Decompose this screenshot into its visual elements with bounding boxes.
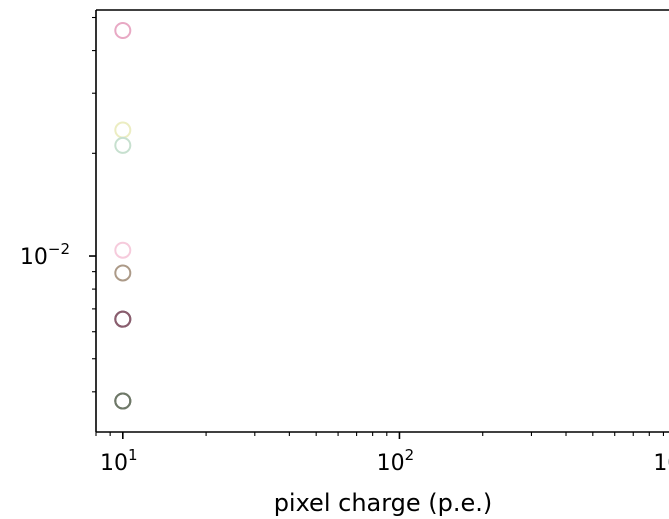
y-axis-ticks: 10−2 bbox=[20, 16, 96, 393]
x-tick-label: 101 bbox=[100, 446, 138, 476]
x-axis-label: pixel charge (p.e.) bbox=[274, 489, 493, 517]
data-point bbox=[114, 392, 132, 410]
data-point bbox=[114, 241, 132, 259]
data-point bbox=[114, 121, 132, 139]
data-point bbox=[114, 22, 132, 40]
data-point bbox=[114, 264, 132, 282]
data-point bbox=[114, 136, 132, 154]
y-tick-label: 10−2 bbox=[20, 240, 70, 270]
x-tick-label: 103 bbox=[653, 446, 669, 476]
data-point bbox=[114, 310, 132, 328]
data-points bbox=[114, 22, 132, 410]
x-tick-label: 102 bbox=[377, 446, 415, 476]
plot-area bbox=[95, 9, 669, 433]
x-axis-ticks: 101 102 103 bbox=[95, 432, 669, 476]
